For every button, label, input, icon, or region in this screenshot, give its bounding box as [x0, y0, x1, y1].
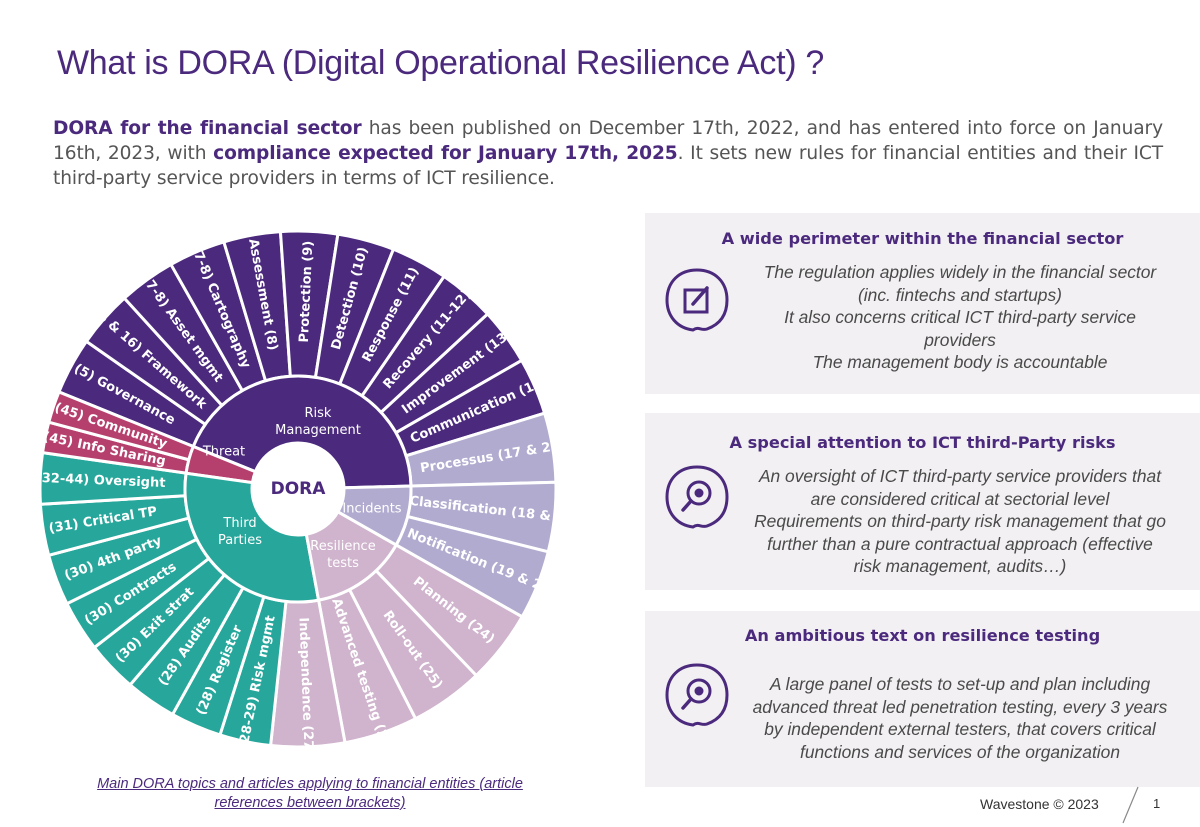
- panel-line: risk management, audits…): [853, 556, 1067, 576]
- magnifier-icon: [663, 661, 731, 729]
- intro-paragraph: DORA for the financial sector has been p…: [53, 116, 1163, 191]
- footer-divider: [1122, 786, 1139, 824]
- panel-line: It also concerns critical ICT third-part…: [784, 307, 1136, 327]
- panel-line: The management body is accountable: [812, 352, 1108, 372]
- center-label: DORA: [271, 479, 327, 499]
- panel-title: A special attention to ICT third-Party r…: [729, 433, 1116, 452]
- outer-segment-label: Protection (9): [297, 240, 316, 342]
- panel-line: advanced threat led penetration testing,…: [752, 696, 1168, 717]
- page-number: 1: [1153, 796, 1161, 811]
- intro-bold-1: DORA for the financial sector: [53, 118, 362, 139]
- panel-line: The regulation applies widely in the fin…: [763, 262, 1157, 282]
- page-title: What is DORA (Digital Operational Resili…: [57, 44, 824, 82]
- panel-line: An oversight of ICT third-party service …: [758, 466, 1162, 486]
- panel-perimeter: A wide perimeter within the financial se…: [645, 213, 1200, 394]
- wheel-caption[interactable]: Main DORA topics and articles applying t…: [97, 776, 523, 811]
- intro-text-2: . It sets new rules for financial entiti…: [53, 143, 1163, 189]
- panel-body: The regulation applies widely in the fin…: [735, 261, 1185, 374]
- panel-line: (inc. fintechs and startups): [858, 284, 1062, 305]
- inner-segment-label: Threat: [202, 445, 245, 460]
- panel-body: An oversight of ICT third-party service …: [735, 465, 1185, 578]
- panel-line: Requirements on third-party risk managem…: [754, 511, 1166, 531]
- panel-resilience-testing: An ambitious text on resilience testing …: [645, 611, 1200, 787]
- panel-line: A large panel of tests to set-up and pla…: [769, 674, 1151, 694]
- outer-segment-label: (32-44) Oversight: [36, 471, 166, 491]
- magnifier-icon: [663, 463, 731, 531]
- center-circle: [252, 443, 344, 535]
- inner-segment-label: Resilience: [310, 539, 375, 554]
- inner-segment-label: Third: [222, 516, 256, 531]
- inner-segment-label: Risk: [305, 406, 332, 421]
- panel-line: further than a pure contractual approach…: [767, 533, 1153, 554]
- panel-line: are considered critical at sectorial lev…: [810, 488, 1110, 509]
- inner-segment-label: Parties: [218, 533, 262, 548]
- panel-line: providers: [924, 329, 996, 350]
- panel-title: A wide perimeter within the financial se…: [721, 229, 1124, 248]
- edit-icon: [663, 266, 731, 334]
- inner-segment-label: Management: [275, 423, 361, 438]
- inner-segment-label: Incidents: [342, 502, 401, 517]
- panel-line: by independent external testers, that co…: [764, 719, 1156, 739]
- footer-company: Wavestone © 2023: [980, 796, 1099, 812]
- panel-body: A large panel of tests to set-up and pla…: [735, 673, 1185, 763]
- dora-wheel-diagram: (5) Governance(6 & 16) Framework(7-8) As…: [36, 231, 556, 755]
- inner-segment-label: tests: [327, 556, 359, 571]
- intro-text-1: has been published on December 17th, 202…: [53, 118, 1163, 164]
- panel-third-party: A special attention to ICT third-Party r…: [645, 413, 1200, 590]
- panel-line: functions and services of the organizati…: [800, 741, 1120, 762]
- intro-bold-2: compliance expected for January 17th, 20…: [213, 143, 678, 164]
- panel-title: An ambitious text on resilience testing: [744, 626, 1101, 645]
- outer-segment-label: Independence (27): [295, 617, 315, 755]
